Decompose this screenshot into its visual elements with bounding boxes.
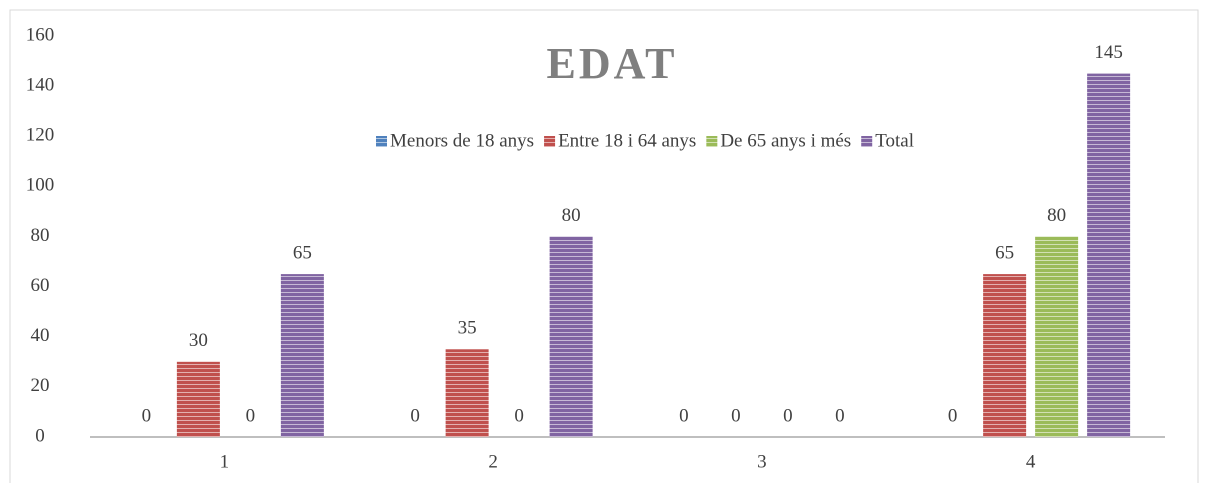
chart-title: EDAT — [547, 39, 678, 88]
bar — [549, 236, 593, 437]
data-label: 0 — [514, 405, 524, 426]
legend-item: Total — [861, 130, 914, 151]
data-label: 145 — [1094, 42, 1123, 63]
legend-label: Menors de 18 anys — [390, 130, 534, 151]
data-label: 80 — [1047, 205, 1066, 226]
bar — [1087, 73, 1131, 437]
data-label: 65 — [995, 242, 1014, 263]
data-label: 0 — [835, 405, 845, 426]
y-tick-label: 40 — [31, 325, 50, 346]
legend-swatch — [544, 136, 556, 147]
x-tick-label: 3 — [757, 451, 767, 472]
y-tick-label: 100 — [26, 175, 55, 196]
data-label: 0 — [679, 405, 689, 426]
y-tick-label: 140 — [26, 74, 55, 95]
y-tick-label: 60 — [31, 275, 50, 296]
legend-swatch — [376, 136, 388, 147]
bar — [445, 349, 489, 437]
legend-label: Entre 18 i 64 anys — [558, 130, 696, 151]
bar — [983, 274, 1027, 437]
bar — [280, 274, 324, 437]
legend-item: Entre 18 i 64 anys — [544, 130, 696, 151]
x-tick-label: 4 — [1026, 451, 1036, 472]
legend-item: De 65 anys i més — [706, 130, 851, 151]
x-tick-label: 2 — [488, 451, 498, 472]
data-label: 0 — [731, 405, 741, 426]
y-tick-label: 160 — [26, 24, 55, 45]
y-tick-label: 0 — [35, 425, 45, 446]
legend-label: De 65 anys i més — [720, 130, 851, 151]
data-label: 0 — [246, 405, 256, 426]
legend-swatch — [706, 136, 718, 147]
bar — [1035, 236, 1079, 437]
data-label: 0 — [948, 405, 958, 426]
y-tick-label: 80 — [31, 225, 50, 246]
legend-item: Menors de 18 anys — [376, 130, 534, 151]
data-label: 30 — [189, 330, 208, 351]
data-label: 0 — [410, 405, 420, 426]
data-label: 80 — [562, 205, 581, 226]
data-label: 35 — [458, 318, 477, 339]
legend-label: Total — [875, 130, 914, 151]
y-tick-label: 20 — [31, 375, 50, 396]
legend-swatch — [861, 136, 873, 147]
data-label: 65 — [293, 242, 312, 263]
bar — [176, 361, 220, 437]
data-label: 0 — [142, 405, 152, 426]
data-label: 0 — [783, 405, 793, 426]
x-tick-label: 1 — [220, 451, 230, 472]
y-tick-label: 120 — [26, 125, 55, 146]
